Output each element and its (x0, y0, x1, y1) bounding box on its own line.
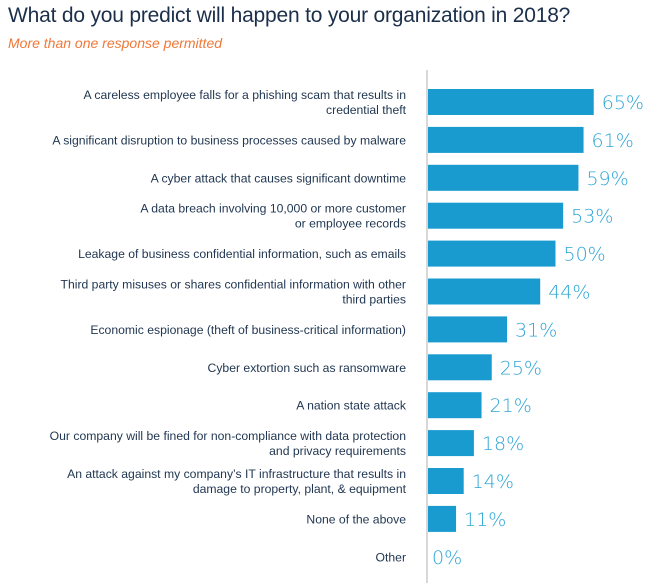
bar-9 (428, 430, 474, 457)
category-label-line: Our company will be fined for non-compli… (50, 429, 406, 443)
value-label-0: 65% (602, 92, 644, 114)
chart-subtitle: More than one response permitted (8, 35, 223, 51)
category-label-1: A significant disruption to business pro… (52, 133, 406, 147)
category-label-line: A data breach involving 10,000 or more c… (140, 202, 406, 216)
value-label-6: 31% (515, 319, 557, 341)
value-label-7: 25% (500, 357, 542, 379)
bar-4 (428, 240, 556, 267)
bar-2 (428, 164, 579, 191)
bar-6 (428, 316, 508, 343)
category-label-line: A significant disruption to business pro… (52, 133, 406, 147)
category-label-2: A cyber attack that causes significant d… (151, 171, 407, 185)
category-label-line: Third party misuses or shares confidenti… (61, 278, 406, 292)
category-label-line: A careless employee falls for a phishing… (84, 88, 406, 102)
value-label-8: 21% (490, 395, 532, 417)
category-label-line: Economic espionage (theft of business-cr… (90, 323, 406, 337)
value-label-10: 14% (472, 471, 514, 493)
bar-8 (428, 392, 482, 419)
value-label-1: 61% (592, 130, 634, 152)
value-label-12: 0% (432, 547, 462, 569)
value-label-2: 59% (586, 168, 628, 190)
category-label-12: Other (376, 550, 406, 564)
category-label-11: None of the above (306, 512, 406, 526)
category-label-8: A nation state attack (296, 399, 407, 413)
value-label-4: 50% (564, 244, 606, 266)
category-label-10: An attack against my company’s IT infras… (67, 467, 407, 496)
category-label-line: An attack against my company’s IT infras… (67, 467, 406, 481)
category-label-line: third parties (342, 293, 406, 307)
category-label-line: and privacy requirements (269, 444, 406, 458)
bar-0 (428, 89, 594, 115)
bar-7 (428, 354, 492, 381)
category-label-line: or employee records (295, 217, 406, 231)
category-label-4: Leakage of business confidential informa… (78, 247, 406, 261)
value-label-5: 44% (548, 282, 590, 304)
category-label-6: Economic espionage (theft of business-cr… (90, 323, 406, 337)
bar-10 (428, 468, 464, 494)
chart-title: What do you predict will happen to your … (8, 4, 571, 27)
category-label-line: credential theft (326, 103, 407, 117)
category-label-3: A data breach involving 10,000 or more c… (140, 202, 406, 231)
category-label-line: A cyber attack that causes significant d… (151, 171, 407, 185)
bar-3 (428, 202, 564, 229)
value-label-3: 53% (571, 206, 613, 228)
bar-11 (428, 505, 457, 532)
value-label-9: 18% (482, 433, 524, 455)
category-label-line: Cyber extortion such as ransomware (208, 361, 407, 375)
value-label-11: 11% (464, 509, 506, 531)
category-label-line: Other (376, 550, 406, 564)
bar-1 (428, 126, 584, 153)
category-label-7: Cyber extortion such as ransomware (208, 361, 407, 375)
category-label-line: Leakage of business confidential informa… (78, 247, 406, 261)
category-label-9: Our company will be fined for non-compli… (50, 429, 406, 458)
bar-5 (428, 278, 541, 305)
category-label-0: A careless employee falls for a phishing… (84, 88, 407, 117)
category-label-line: damage to property, plant, & equipment (193, 482, 407, 496)
category-label-line: A nation state attack (296, 399, 407, 413)
category-label-5: Third party misuses or shares confidenti… (61, 278, 406, 307)
bars-layer: 65% A careless employee falls for a phish… (50, 88, 644, 569)
category-label-line: None of the above (306, 512, 406, 526)
